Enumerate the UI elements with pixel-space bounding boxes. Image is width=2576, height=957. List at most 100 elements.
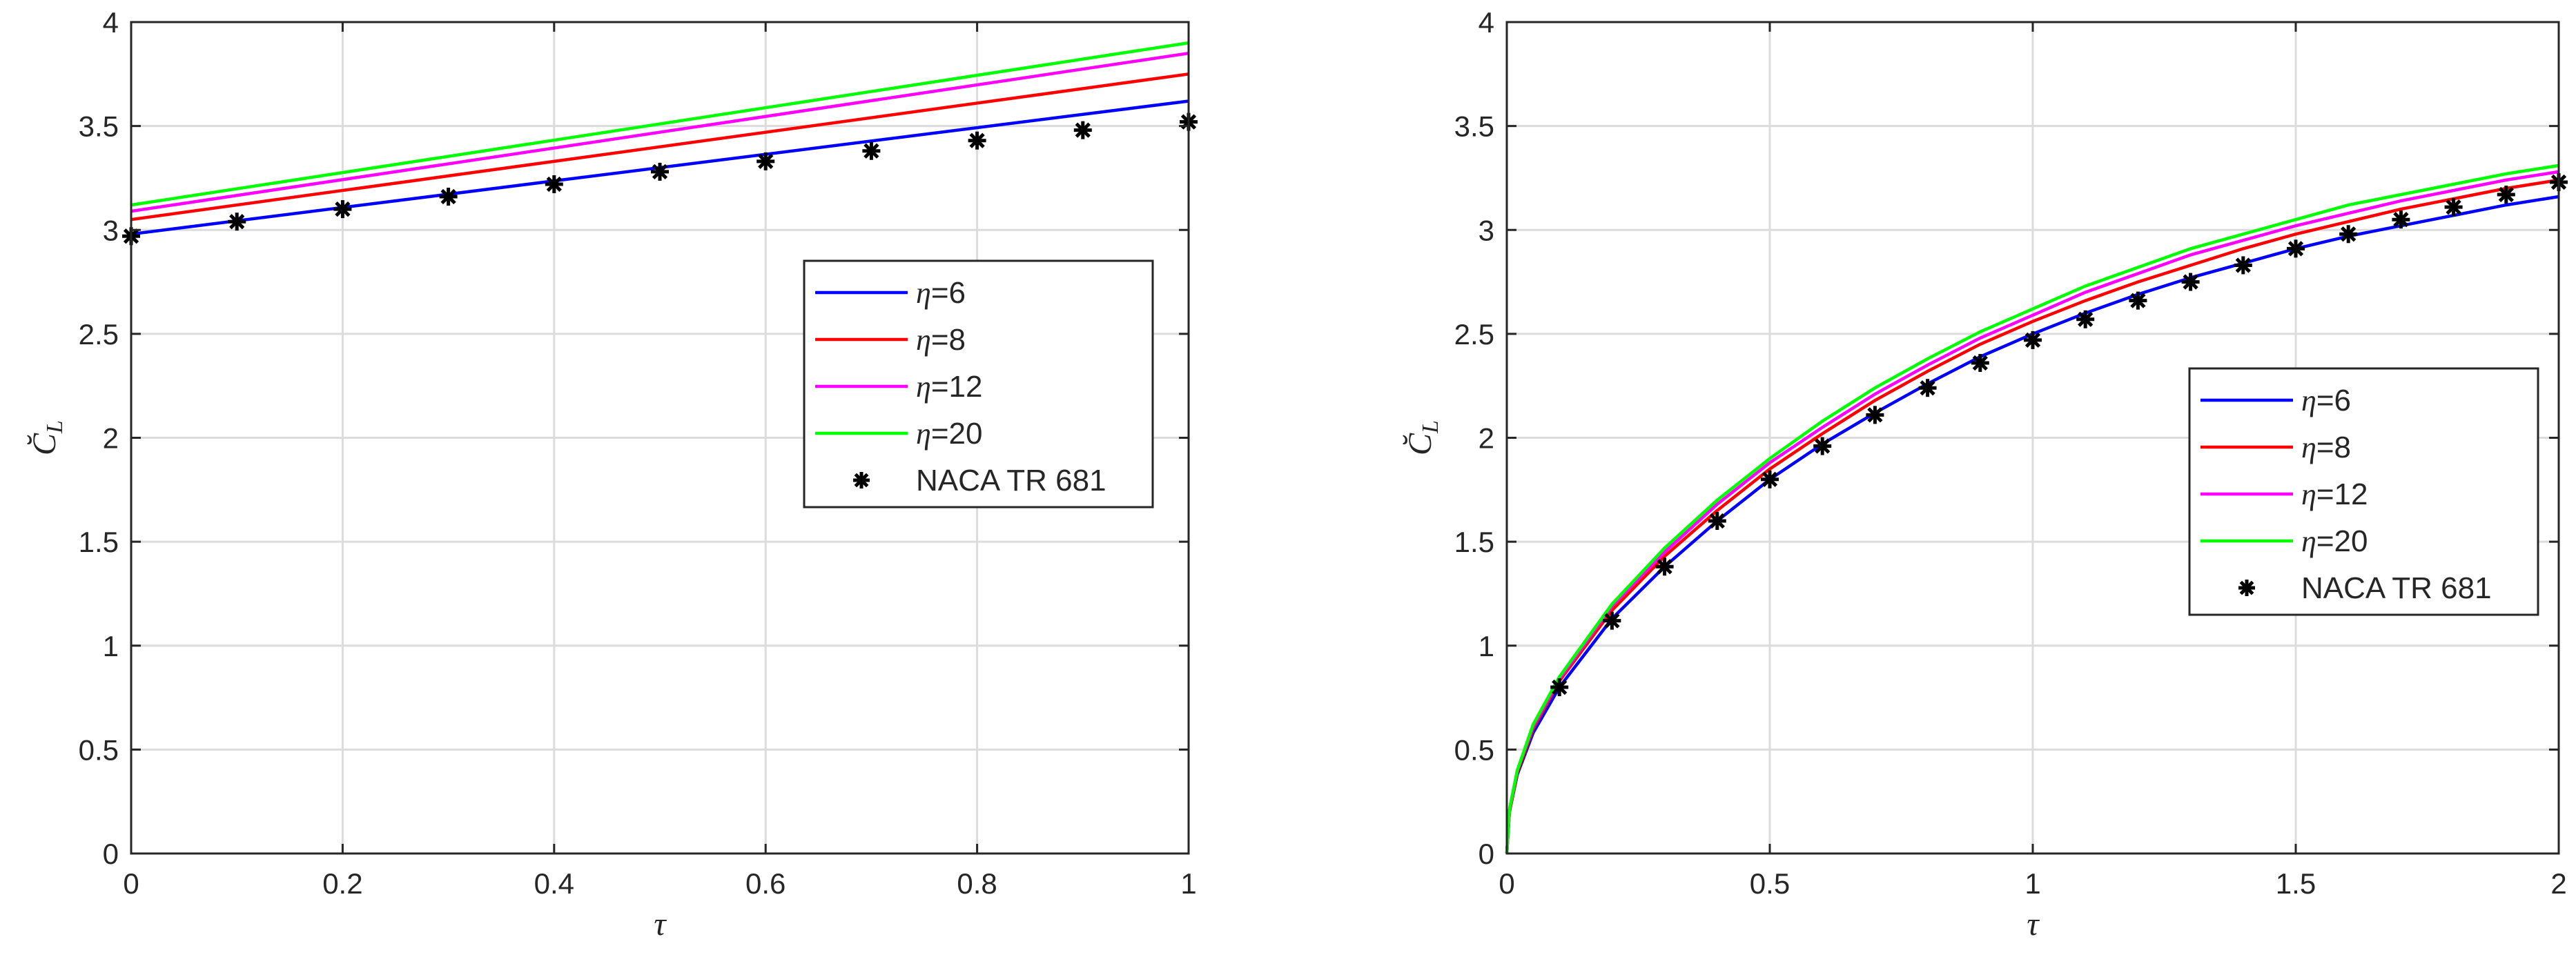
naca-marker bbox=[1761, 470, 1779, 489]
naca-marker bbox=[757, 152, 775, 170]
legend-item-naca: NACA TR 681 bbox=[853, 464, 1106, 497]
legend-label: η=8 bbox=[916, 323, 966, 357]
marker-stroke bbox=[1604, 613, 1620, 629]
marker-stroke bbox=[863, 143, 879, 159]
naca-marker bbox=[1655, 558, 1674, 576]
marker-stroke bbox=[2341, 226, 2357, 242]
legend-eta-symbol: η bbox=[2301, 431, 2316, 464]
y-tick-label: 1 bbox=[1479, 630, 1494, 662]
naca-marker bbox=[651, 162, 669, 181]
marker-stroke bbox=[1552, 679, 1568, 695]
naca-marker bbox=[2129, 291, 2147, 310]
marker-stroke bbox=[335, 201, 351, 217]
naca-marker bbox=[2287, 239, 2305, 258]
chart-2: 0 0.5 1 1.5 200.511.522.533.54τC̆Lη=6η=8η=12… bbox=[1402, 6, 2568, 943]
ticks: 0 0.2 0.4 0.6 0.8 1 0 0.5 1 1.5 2 2.5 3 3.5 4 bbox=[79, 6, 1197, 900]
marker-stroke bbox=[1075, 122, 1091, 138]
marker-stroke bbox=[758, 153, 774, 169]
legend-item-eta-6: η=6 bbox=[2201, 384, 2351, 417]
marker-stroke bbox=[2130, 293, 2146, 308]
legend-item-eta-12: η=12 bbox=[815, 370, 982, 404]
legend-item-eta-8: η=8 bbox=[2201, 431, 2351, 464]
naca-marker bbox=[968, 131, 986, 150]
y-tick-label: 4 bbox=[103, 6, 119, 39]
naca-marker bbox=[2076, 310, 2095, 328]
x-tick-label: 1 bbox=[1180, 867, 1196, 900]
legend-eta-value: =20 bbox=[2316, 524, 2368, 558]
y-tick-label: 1 bbox=[103, 630, 119, 662]
y-tick-label: 2.5 bbox=[1454, 318, 1494, 351]
y-axis-label-main: C̆ bbox=[26, 433, 63, 455]
y-tick-label: 3 bbox=[1479, 214, 1494, 246]
y-tick-label: 3.5 bbox=[1454, 110, 1494, 143]
marker-stroke bbox=[440, 188, 456, 205]
marker-stroke bbox=[2183, 274, 2198, 290]
y-tick-label: 3 bbox=[103, 214, 119, 246]
naca-marker bbox=[2024, 330, 2042, 349]
y-tick-label: 2.5 bbox=[79, 318, 119, 351]
naca-marker bbox=[2444, 198, 2463, 217]
legend-eta-symbol: η bbox=[916, 323, 931, 357]
legend-eta-value: =20 bbox=[931, 417, 983, 451]
marker-stroke bbox=[2235, 257, 2251, 273]
legend-box bbox=[2188, 367, 2539, 616]
legend-item-naca: NACA TR 681 bbox=[2238, 571, 2492, 605]
y-axis-label: C̆L bbox=[1402, 420, 1443, 455]
x-tick-label: 0 bbox=[1499, 867, 1514, 900]
legend-item-eta-20: η=20 bbox=[815, 417, 982, 451]
naca-marker bbox=[2181, 273, 2200, 291]
legend-eta-symbol: η bbox=[916, 276, 931, 310]
legend-eta-value: =8 bbox=[931, 323, 966, 357]
naca-marker bbox=[1971, 354, 1989, 373]
x-tick-label: 0.8 bbox=[957, 867, 997, 900]
y-tick-label: 4 bbox=[1479, 6, 1494, 39]
y-tick-label: 0.5 bbox=[79, 733, 119, 766]
marker-stroke bbox=[2498, 186, 2514, 203]
marker-stroke bbox=[854, 473, 869, 488]
naca-markers bbox=[1550, 172, 2568, 696]
naca-marker bbox=[1708, 512, 1726, 530]
y-tick-label: 0.5 bbox=[1454, 733, 1494, 766]
legend-eta-symbol: η bbox=[2301, 477, 2316, 511]
legend-item-eta-12: η=12 bbox=[2201, 477, 2368, 511]
legend-label: η=20 bbox=[2301, 524, 2368, 558]
legend-marker bbox=[2238, 580, 2255, 596]
y-tick-label: 2 bbox=[103, 422, 119, 455]
legend-label: NACA TR 681 bbox=[916, 464, 1106, 497]
legend-eta-symbol: η bbox=[916, 370, 931, 404]
naca-marker bbox=[2497, 186, 2515, 204]
marker-stroke bbox=[1657, 559, 1672, 575]
marker-stroke bbox=[1920, 380, 1935, 396]
naca-marker bbox=[1073, 121, 1092, 139]
marker-stroke bbox=[2446, 199, 2461, 215]
marker-stroke bbox=[2287, 241, 2304, 257]
y-tick-label: 0 bbox=[103, 838, 119, 870]
legend-label: η=12 bbox=[2301, 477, 2368, 511]
naca-marker bbox=[1603, 611, 1621, 630]
x-tick-label: 1.5 bbox=[2276, 867, 2316, 900]
legend-eta-symbol: η bbox=[916, 417, 931, 451]
naca-marker bbox=[333, 200, 352, 219]
x-axis-label: τ bbox=[654, 906, 667, 943]
marker-stroke bbox=[969, 132, 985, 148]
series-line-eta-20 bbox=[130, 41, 1189, 207]
marker-stroke bbox=[2024, 332, 2041, 348]
legend-item-eta-6: η=6 bbox=[815, 276, 966, 310]
y-axis-label-main: C̆ bbox=[1402, 433, 1438, 455]
marker-stroke bbox=[1709, 513, 1725, 529]
naca-marker bbox=[1918, 379, 1937, 397]
legend-label: η=8 bbox=[2301, 431, 2351, 464]
ticks: 0 0.5 1 1.5 2 0 0.5 1 1.5 2 2.5 3 3.5 4 bbox=[1454, 6, 2567, 900]
y-axis-label: C̆L bbox=[26, 420, 68, 455]
naca-marker bbox=[1550, 678, 1569, 696]
x-tick-label: 0.2 bbox=[322, 867, 362, 900]
series-line-eta-8 bbox=[130, 72, 1189, 221]
marker-stroke bbox=[2393, 212, 2409, 228]
marker-stroke bbox=[1762, 471, 1778, 487]
y-tick-label: 1.5 bbox=[1454, 526, 1494, 558]
marker-stroke bbox=[652, 164, 668, 180]
x-tick-label: 0.6 bbox=[745, 867, 786, 900]
naca-marker bbox=[228, 213, 246, 231]
